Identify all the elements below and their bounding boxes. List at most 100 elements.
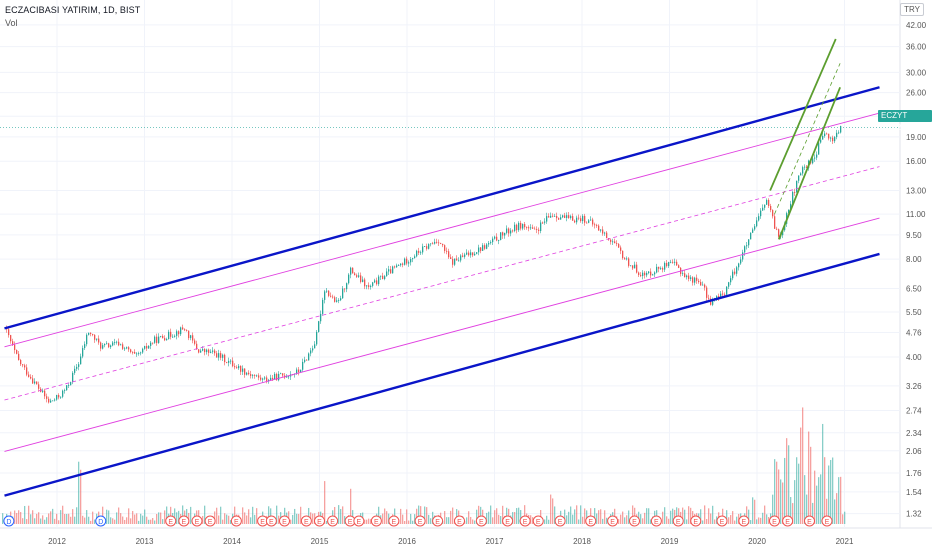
volume-bar <box>766 514 768 524</box>
currency-badge[interactable]: TRY <box>900 3 924 16</box>
fast-channel-upper-line <box>769 38 837 191</box>
volume-bar <box>576 505 578 524</box>
y-tick-label: 6.50 <box>906 284 922 293</box>
candle <box>256 375 258 377</box>
candle <box>512 230 514 232</box>
candle <box>664 262 666 270</box>
volume-bar <box>726 510 728 524</box>
volume-bar <box>40 518 42 524</box>
candle <box>220 353 222 358</box>
candle <box>192 335 194 341</box>
candle <box>298 369 300 373</box>
earnings-marker <box>585 515 597 527</box>
candle <box>722 293 724 295</box>
candle <box>240 365 242 372</box>
candle <box>804 166 806 168</box>
volume-bar <box>72 509 74 524</box>
candle <box>130 349 132 352</box>
earnings-marker-label: E <box>785 519 790 526</box>
earnings-marker-label: E <box>374 519 379 526</box>
candle <box>434 241 436 244</box>
volume-bar <box>222 519 224 524</box>
volume-bar <box>14 510 16 524</box>
volume-bar <box>410 513 412 524</box>
volume-bar <box>820 474 822 524</box>
candle <box>42 390 44 392</box>
volume-bar <box>842 514 844 524</box>
candle <box>362 279 364 282</box>
volume-bar <box>220 506 222 524</box>
candle <box>644 272 646 276</box>
candle <box>840 126 842 133</box>
volume-bar <box>230 520 232 524</box>
earnings-marker <box>475 515 487 527</box>
candle <box>148 345 150 349</box>
candle <box>708 297 710 299</box>
volume-bar <box>126 517 128 524</box>
volume-bar <box>430 518 432 524</box>
candle <box>700 282 702 286</box>
candle <box>832 137 834 142</box>
volume-bar <box>570 506 572 524</box>
dividend-marker <box>3 515 15 527</box>
candle <box>120 344 122 346</box>
volume-bar <box>478 505 480 524</box>
candle <box>368 285 370 287</box>
volume-bar <box>668 518 670 524</box>
candle <box>468 252 470 256</box>
y-tick-label: 2.06 <box>906 447 922 456</box>
candle <box>312 348 314 351</box>
candle <box>750 232 752 240</box>
candle <box>516 224 518 231</box>
volume-bar <box>216 507 218 524</box>
volume-bar <box>248 509 250 524</box>
candle <box>674 261 676 263</box>
candle <box>252 375 254 376</box>
candle <box>634 264 636 269</box>
candle <box>566 215 568 218</box>
volume-bar <box>58 520 60 524</box>
candle <box>188 330 190 339</box>
candle <box>424 246 426 248</box>
volume-bar <box>670 510 672 524</box>
volume-bar <box>448 517 450 524</box>
volume-bar <box>714 519 716 524</box>
volume-bar <box>756 519 758 524</box>
volume-bar <box>834 499 836 524</box>
volume-bar <box>512 512 514 524</box>
volume-bar <box>620 514 622 524</box>
volume-bar <box>666 516 668 524</box>
volume-bar <box>794 480 796 524</box>
volume-bar <box>488 511 490 524</box>
volume-bar <box>250 517 252 524</box>
volume-bar <box>420 506 422 524</box>
volume-bar <box>468 511 470 524</box>
candle <box>82 348 84 357</box>
earnings-marker-label: E <box>479 519 484 526</box>
candle <box>336 300 338 302</box>
volume-bar <box>664 507 666 524</box>
candle <box>10 335 12 342</box>
candle <box>80 356 82 365</box>
volume-bar <box>750 520 752 524</box>
candle <box>518 222 520 231</box>
candle <box>86 334 88 345</box>
volume-bar <box>594 508 596 524</box>
candle <box>440 243 442 244</box>
candle <box>702 284 704 286</box>
volume-bar <box>824 457 826 524</box>
candle <box>498 240 500 241</box>
volume-bar <box>28 505 30 524</box>
y-tick-label: 42.00 <box>906 21 927 30</box>
volume-bar <box>120 513 122 524</box>
candle <box>276 373 278 381</box>
candle <box>640 274 642 276</box>
candle <box>390 269 392 274</box>
candle <box>146 346 148 349</box>
candle <box>748 239 750 246</box>
volume-bar <box>788 445 790 524</box>
candle <box>622 250 624 259</box>
candle <box>506 228 508 233</box>
